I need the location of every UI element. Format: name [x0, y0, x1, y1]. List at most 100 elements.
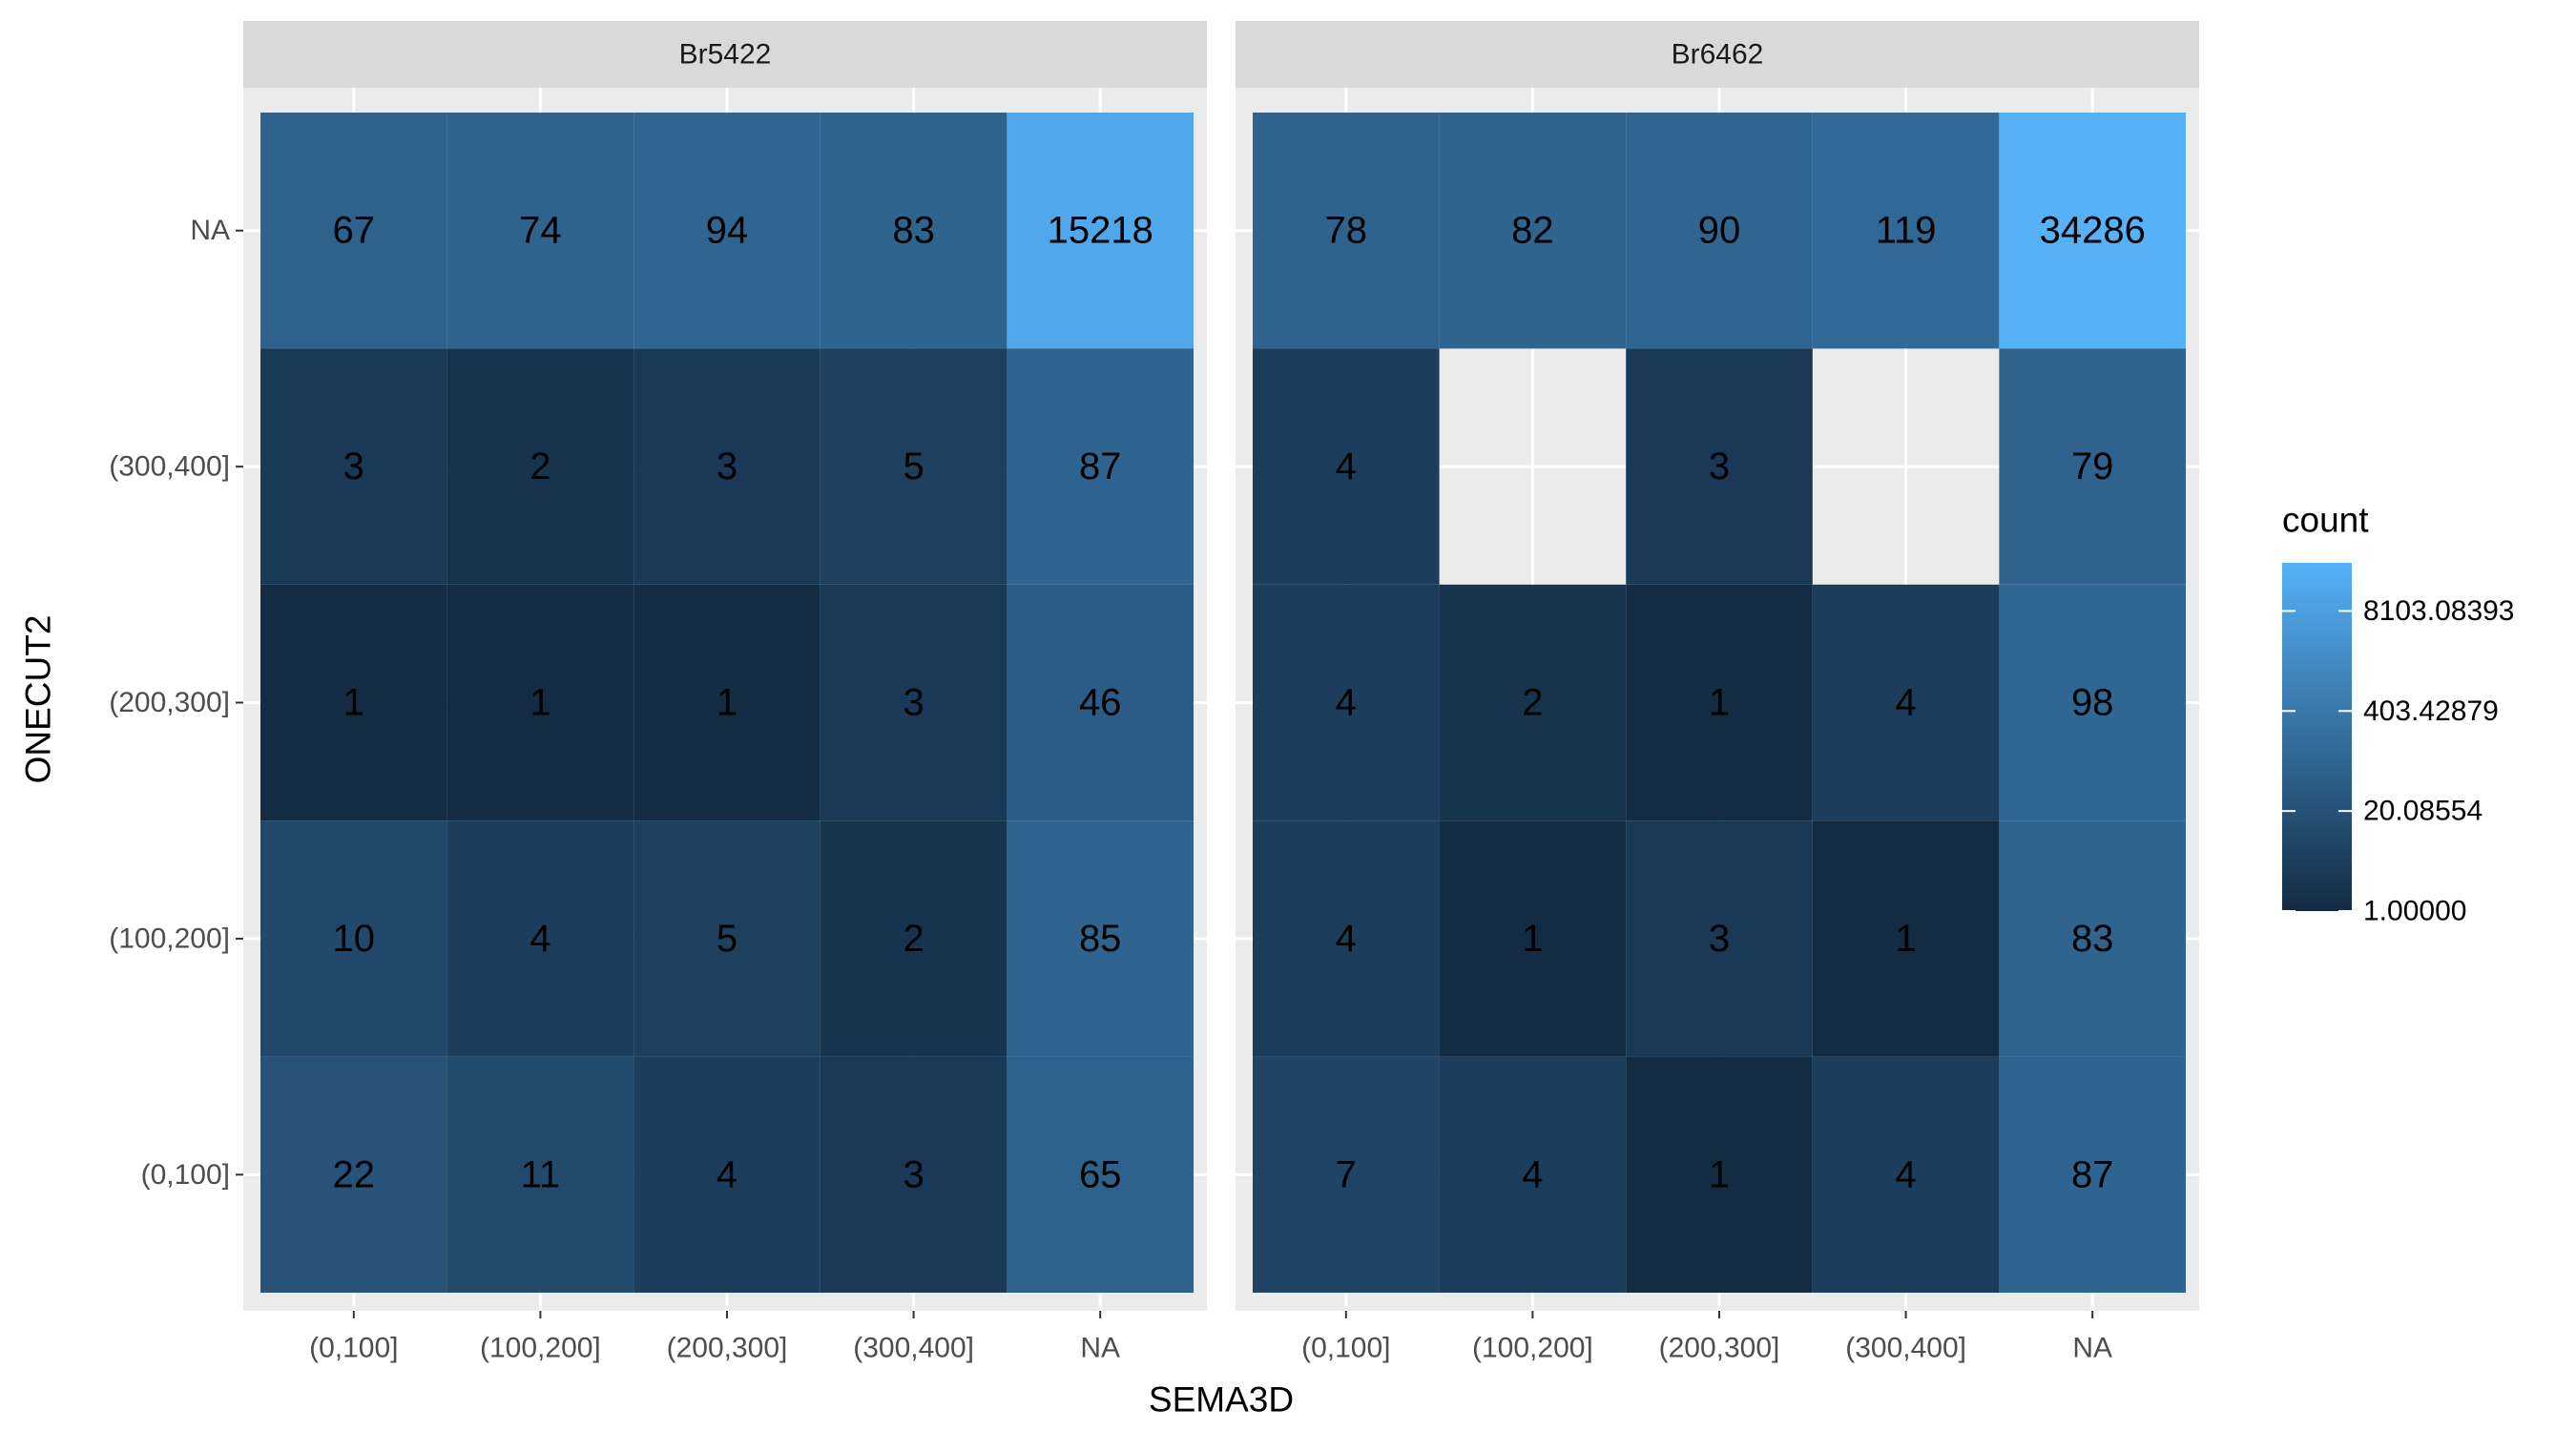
facet-strip: [243, 21, 1207, 88]
y-tick-label: (100,200]: [109, 923, 230, 954]
tile-value-label: 1: [1895, 918, 1916, 960]
x-axis-title: SEMA3D: [1149, 1380, 1294, 1420]
tile-value-label: 5: [903, 446, 924, 487]
heatmap-tile: [634, 1056, 821, 1293]
heatmap-tile: [1253, 820, 1440, 1057]
heatmap-tile: [260, 584, 447, 821]
heatmap-tile: [447, 1056, 634, 1293]
heatmap-tile: [1999, 113, 2186, 349]
tile-value-label: 15218: [1048, 210, 1153, 252]
heatmap-tile: [1999, 584, 2186, 821]
heatmap-tile: [1007, 348, 1194, 585]
heatmap-tile: [1007, 1056, 1194, 1293]
heatmap-tile: [634, 820, 821, 1057]
heatmap-tile: [820, 113, 1008, 349]
tile-value-label: 1: [343, 682, 364, 724]
heatmap-tile: [260, 1056, 447, 1293]
heatmap-tile: [820, 820, 1008, 1057]
tile-value-label: 79: [2071, 446, 2114, 487]
legend-title: count: [2282, 501, 2369, 540]
heatmap-tile: [1253, 348, 1440, 585]
tile-value-label: 3: [1709, 918, 1730, 960]
tile-value-label: 3: [343, 446, 364, 487]
tile-value-label: 78: [1325, 210, 1368, 252]
tile-value-label: 5: [717, 918, 737, 960]
heatmap-tile: [1439, 820, 1627, 1057]
tile-value-label: 34286: [2040, 210, 2146, 252]
heatmap-tile: [1999, 820, 2186, 1057]
tile-value-label: 4: [1336, 918, 1357, 960]
facet-strip-label: Br6462: [1672, 39, 1764, 71]
facet-strip: [1236, 21, 2199, 88]
heatmap-tile: [820, 584, 1008, 821]
y-tick-label: (200,300]: [109, 687, 230, 718]
tile-value-label: 2: [530, 446, 551, 487]
tile-value-label: 4: [530, 918, 551, 960]
tile-value-label: 85: [1079, 918, 1122, 960]
heatmap-tile: [634, 113, 821, 349]
heatmap-tile: [1812, 1056, 2000, 1293]
tile-value-label: 3: [903, 682, 924, 724]
tile-value-label: 3: [903, 1153, 924, 1195]
heatmap-tile: [1007, 113, 1194, 349]
tile-value-label: 3: [717, 446, 737, 487]
tile-value-label: 98: [2071, 682, 2114, 724]
heatmap-tile: [1812, 820, 2000, 1057]
heatmap-tile: [1812, 584, 2000, 821]
tile-value-label: 4: [1522, 1153, 1543, 1195]
x-tick-label: (100,200]: [1472, 1333, 1593, 1364]
x-tick-label: (0,100]: [1301, 1333, 1390, 1364]
tile-value-label: 65: [1079, 1153, 1122, 1195]
heatmap-tile: [447, 820, 634, 1057]
tile-value-label: 90: [1698, 210, 1741, 252]
heatmap-tile: [1626, 113, 1813, 349]
legend-break-label: 1.00000: [2363, 896, 2466, 927]
y-tick-label: NA: [190, 215, 230, 246]
x-tick-label: (100,200]: [480, 1333, 601, 1364]
tile-value-label: 83: [892, 210, 935, 252]
tile-value-label: 4: [1336, 682, 1357, 724]
heatmap-tile: [820, 348, 1008, 585]
tile-value-label: 87: [1079, 446, 1122, 487]
tile-value-label: 1: [1709, 1153, 1730, 1195]
tile-value-label: 2: [903, 918, 924, 960]
heatmap-tile: [634, 348, 821, 585]
x-tick-label: (200,300]: [667, 1333, 788, 1364]
tile-value-label: 11: [521, 1153, 561, 1195]
tile-value-label: 3: [1709, 446, 1730, 487]
facet-strip-label: Br5422: [679, 39, 772, 71]
tile-value-label: 119: [1876, 210, 1937, 252]
x-tick-label: (0,100]: [309, 1333, 398, 1364]
legend-break-label: 403.42879: [2363, 695, 2499, 727]
tile-value-label: 4: [717, 1153, 737, 1195]
tile-value-label: 83: [2071, 918, 2114, 960]
heatmap-tile: [447, 113, 634, 349]
heatmap-tile: [1007, 820, 1194, 1057]
heatmap-tile: [447, 348, 634, 585]
legend-colorbar: [2282, 563, 2352, 911]
heatmap-tile: [1812, 113, 2000, 349]
heatmap-tile: [1626, 1056, 1813, 1293]
heatmap-tile: [447, 584, 634, 821]
tile-value-label: 10: [333, 918, 376, 960]
tile-value-label: 67: [333, 210, 376, 252]
y-tick-label: (0,100]: [141, 1159, 230, 1191]
tile-value-label: 4: [1895, 682, 1916, 724]
legend-break-label: 8103.08393: [2363, 595, 2515, 627]
heatmap-tile: [1626, 820, 1813, 1057]
tile-value-label: 2: [1522, 682, 1543, 724]
heatmap-tile: [1007, 584, 1194, 821]
tile-value-label: 94: [706, 210, 749, 252]
heatmap-tile: [1999, 348, 2186, 585]
x-tick-label: NA: [1080, 1333, 1120, 1364]
heatmap-tile: [634, 584, 821, 821]
y-axis-title: ONECUT2: [19, 615, 58, 784]
tile-value-label: 1: [1709, 682, 1730, 724]
x-tick-label: (300,400]: [1845, 1333, 1966, 1364]
y-tick-label: (300,400]: [109, 451, 230, 483]
heatmap-tile: [260, 348, 447, 585]
tile-value-label: 46: [1079, 682, 1122, 724]
tile-value-label: 1: [530, 682, 551, 724]
heatmap-tile: [1626, 584, 1813, 821]
heatmap-tile: [1253, 113, 1440, 349]
